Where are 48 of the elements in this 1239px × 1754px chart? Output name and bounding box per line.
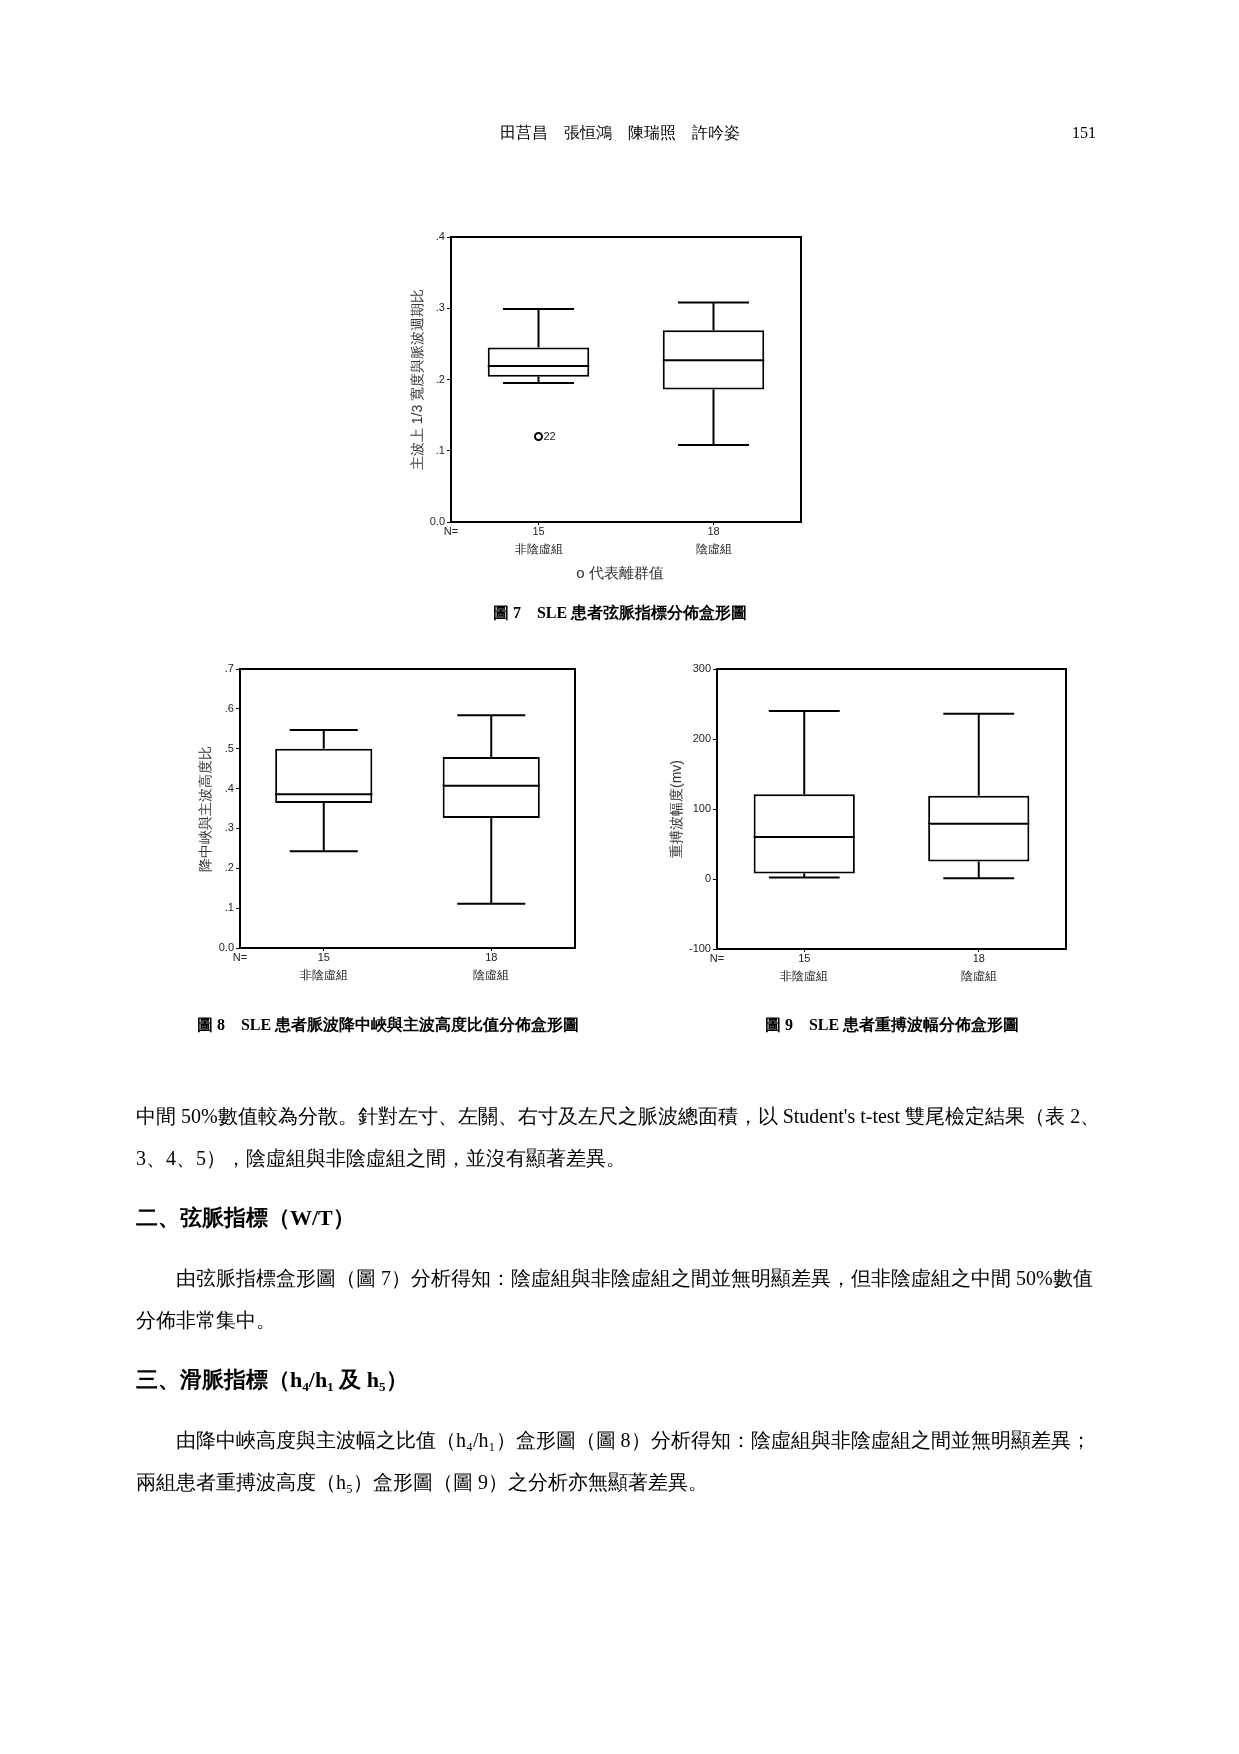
text: 二、弦脈指標（W/T） — [136, 1204, 356, 1232]
y-tick-label: .2 — [224, 861, 234, 874]
x-tick-label: 非陰虛組 — [514, 541, 563, 556]
text: 151 — [1072, 124, 1096, 142]
text: 中間 50%數值較為分散。針對左寸、左關、右寸及左尺之脈波總面積，以 Student's t-test 雙尾檢定結果（表 2、3、4、5），陰虛組與非陰虛組之間，並沒有顯著差異。 — [136, 1104, 1102, 1171]
text: 18 — [485, 951, 498, 964]
y-tick-label: 0 — [704, 872, 711, 885]
y-tick-label: 200 — [692, 732, 711, 745]
x-tick-label: 陰虛組 — [960, 968, 997, 983]
y-tick-label: .4 — [224, 781, 234, 794]
text: 15 — [532, 525, 545, 538]
y-tick-label: .1 — [435, 443, 445, 456]
text: 田莒昌 張恒鴻 陳瑞照 許吟姿 — [500, 122, 740, 143]
x-tick-label: 陰虛組 — [473, 967, 510, 982]
text: 15 — [317, 951, 330, 964]
text: 圖 8 SLE 患者脈波降中峽與主波高度比值分佈盒形圖 — [196, 1014, 580, 1035]
text: 18 — [707, 525, 720, 538]
text: 圖 9 SLE 患者重搏波幅分佈盒形圖 — [764, 1014, 1020, 1035]
text: o 代表離群值 — [576, 563, 664, 583]
y-tick-label: 0.0 — [218, 941, 234, 954]
text: N= — [232, 951, 248, 964]
annotation: 22 — [543, 429, 556, 442]
y-tick-label: .6 — [224, 701, 234, 714]
y-tick-label: 0.0 — [429, 515, 445, 528]
y-tick-label: .4 — [435, 230, 445, 243]
text: 由降中峽高度與主波幅之比值（h₄/h₁）盒形圖（圖 8）分析得知：陰虛組與非陰虛組之間並無明顯差異；兩組患者重搏波高度（h₅）盒形圖（圖 9）之分析亦無顯著差異。 — [136, 1428, 1092, 1495]
y-axis-title: 降中峽與主波高度比 — [197, 745, 214, 872]
text: 15 — [798, 952, 811, 965]
x-tick-label: 非陰虛組 — [780, 968, 829, 983]
y-axis-title: 主波上 1/3 寬度與脈波週期比 — [409, 288, 426, 471]
text: N= — [443, 525, 459, 538]
y-tick-label: 100 — [692, 802, 711, 815]
y-tick-label: .5 — [224, 741, 234, 754]
text: 圖 7 SLE 患者弦脈指標分佈盒形圖 — [492, 602, 748, 623]
text: N= — [709, 952, 725, 965]
y-tick-label: .1 — [224, 901, 234, 914]
text: 18 — [972, 952, 985, 965]
y-tick-label: .7 — [224, 662, 234, 675]
y-tick-label: .2 — [435, 372, 445, 385]
y-tick-label: 300 — [692, 662, 711, 675]
y-tick-label: -100 — [688, 942, 711, 955]
y-axis-title: 重搏波幅度(mv) — [668, 760, 685, 858]
text: 三、滑脈指標（h₄/h₁ 及 h₅） — [136, 1366, 409, 1394]
y-tick-label: .3 — [224, 821, 234, 834]
x-tick-label: 非陰虛組 — [299, 967, 348, 982]
x-tick-label: 陰虛組 — [695, 541, 732, 556]
text: 由弦脈指標盒形圖（圖 7）分析得知：陰虛組與非陰虛組之間並無明顯差異，但非陰虛組之中間 50%數值分佈非常集中。 — [136, 1266, 1094, 1333]
y-tick-label: .3 — [435, 301, 445, 314]
